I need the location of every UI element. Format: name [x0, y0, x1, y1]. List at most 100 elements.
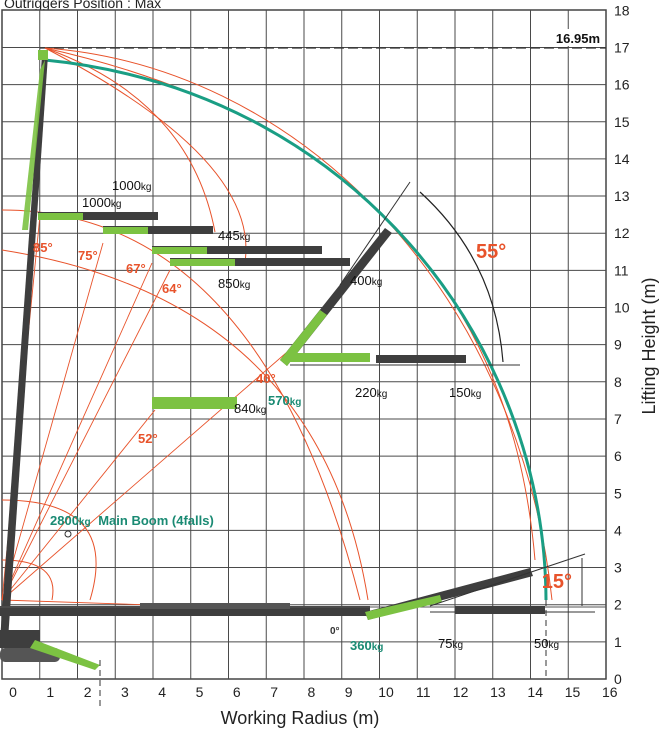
angle-0: 0°: [330, 626, 340, 637]
x-tick-label: 13: [490, 684, 506, 700]
load-unit: kg: [141, 182, 152, 193]
load-unit: kg: [290, 397, 302, 408]
load-label: 150kg: [449, 385, 481, 400]
y-tick-label: 5: [614, 485, 622, 501]
x-tick-label: 0: [9, 684, 17, 700]
y-tick-label: 4: [614, 522, 622, 538]
load-value: 850: [218, 276, 240, 291]
y-tick-label: 16: [614, 77, 630, 93]
jib-15-green: [365, 595, 442, 620]
outrigger: [30, 640, 100, 670]
angle-15: 15°: [542, 571, 572, 593]
load-label: 1000kg: [112, 178, 151, 193]
load-label: 360kg: [350, 638, 383, 653]
red-arc-4: [44, 47, 247, 263]
y-tick-label: 17: [614, 39, 630, 55]
pivot-marker: [64, 530, 72, 538]
max-height-label-bg: [540, 29, 602, 46]
main-boom: [0, 50, 48, 640]
main-boom-value: 2800: [50, 513, 79, 528]
jib-55-guide: [339, 181, 411, 286]
load-value: 840: [234, 401, 256, 416]
boom-85: [38, 212, 158, 220]
load-value: 400: [350, 273, 372, 288]
load-unit: kg: [240, 280, 251, 291]
ray-75: [1, 242, 104, 601]
horizontal-boom-body: [0, 606, 370, 616]
grid-lines: [2, 10, 606, 679]
y-tick-label: 3: [614, 560, 622, 576]
load-unit: kg: [377, 389, 388, 400]
jib-55-angle-arc: [419, 191, 504, 363]
jib-0-body: [455, 606, 545, 614]
jib-55deg: [280, 181, 520, 366]
load-value: 50: [534, 636, 548, 651]
load-label: 400kg: [350, 273, 382, 288]
angle-75: 75°: [78, 248, 98, 263]
y-tick-label: 11: [614, 262, 629, 278]
angle-40: 40°: [256, 371, 276, 386]
boom-67: [152, 246, 322, 254]
base-body: [0, 630, 40, 648]
main-boom-body: [0, 55, 48, 640]
load-unit: kg: [256, 405, 267, 416]
angle-67: 67°: [126, 261, 146, 276]
x-tick-label: 12: [453, 684, 469, 700]
x-tick-label: 10: [378, 684, 394, 700]
boom-section-b: [376, 355, 466, 363]
load-value: 1000: [112, 178, 141, 193]
jib-55-green: [280, 310, 327, 366]
boom-64-green: [170, 259, 235, 266]
x-tick-label: 3: [121, 684, 129, 700]
y-tick-label: 13: [614, 188, 630, 204]
crane-base: [0, 630, 100, 670]
x-tick-label: 14: [527, 684, 543, 700]
load-value: 1000: [82, 195, 111, 210]
y-tick-label: 9: [614, 337, 622, 353]
load-label: 75kg: [438, 636, 463, 651]
angle-52: 52°: [138, 431, 158, 446]
boom-75-green: [103, 227, 148, 234]
y-tick-label: 1: [614, 634, 622, 650]
ray-40: [1, 352, 287, 601]
load-label: 570kg: [268, 393, 301, 408]
main-boom-desc: Main Boom (4falls): [98, 513, 214, 528]
y-tick-label: 18: [614, 2, 630, 18]
load-label: 220kg: [355, 385, 387, 400]
y-tick-label: 12: [614, 225, 630, 241]
load-label: 840kg: [234, 401, 266, 416]
load-value: 570: [268, 393, 290, 408]
ray-64: [1, 269, 171, 601]
jib-15-guide: [429, 553, 586, 607]
main-boom-unit: kg: [79, 517, 91, 528]
load-label: 445kg: [218, 228, 250, 243]
x-tick-label: 2: [84, 684, 92, 700]
load-unit: kg: [548, 640, 559, 651]
x-tick-label: 1: [46, 684, 54, 700]
y-tick-label: 7: [614, 411, 622, 427]
x-tick-label: 7: [270, 684, 278, 700]
boom-75: [103, 226, 213, 234]
y-axis-title: Lifting Height (m): [639, 277, 659, 414]
y-tick-label: 10: [614, 300, 630, 316]
x-axis-title: Working Radius (m): [221, 708, 380, 728]
load-value: 445: [218, 228, 240, 243]
y-tick-label: 15: [614, 114, 630, 130]
load-unit: kg: [471, 389, 482, 400]
upper-booms: [38, 212, 350, 409]
x-tick-label: 4: [158, 684, 166, 700]
angle-label-group: 85° 75° 67° 64° 52° 40° 0° 55° 15°: [33, 240, 572, 637]
red-arc-3: [44, 47, 216, 233]
x-tick-label: 5: [196, 684, 204, 700]
load-value: 150: [449, 385, 471, 400]
y-tick-label: 0: [614, 671, 622, 687]
boom-tip: [38, 50, 48, 60]
x-tick-label: 6: [233, 684, 241, 700]
load-unit: kg: [111, 199, 122, 210]
x-tick-label: 9: [345, 684, 353, 700]
y-tick-label: 2: [614, 597, 622, 613]
boom-85-green: [38, 213, 83, 220]
load-unit: kg: [372, 642, 384, 653]
horizontal-boom-ext: [140, 603, 290, 609]
